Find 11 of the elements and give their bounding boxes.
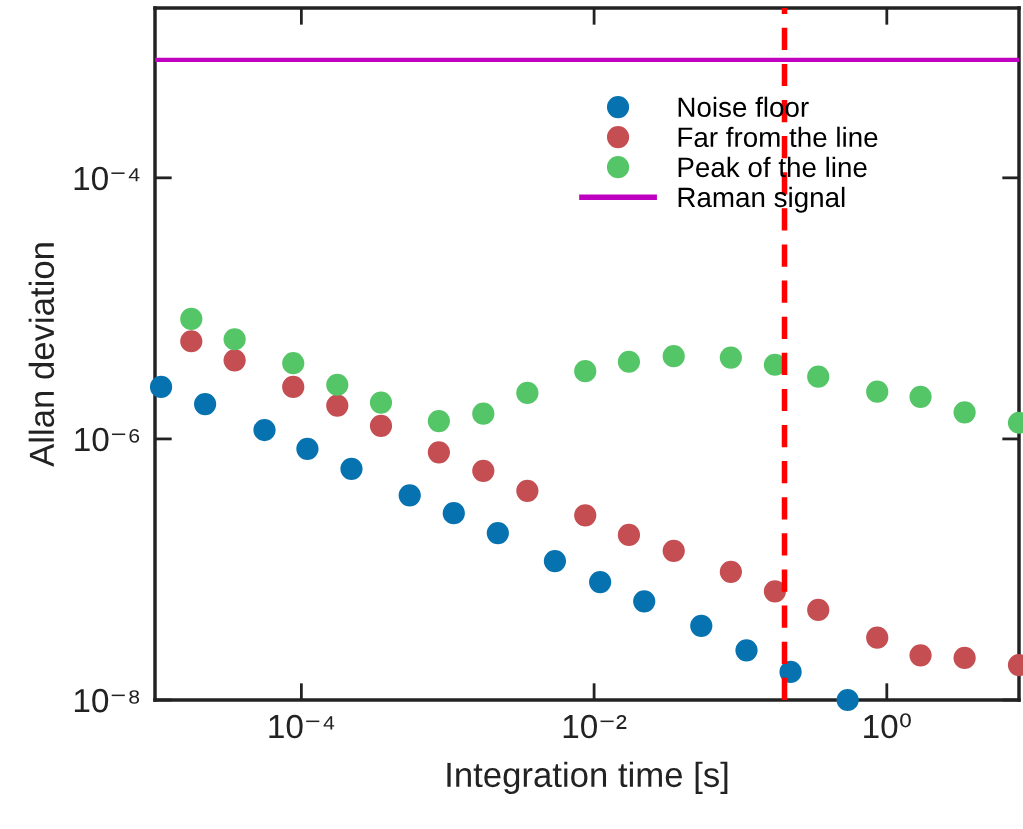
- x-tick-label: 10⁻²: [563, 714, 627, 739]
- y-axis-title: Allan deviation: [28, 243, 55, 467]
- legend-label: Far from the line: [678, 126, 878, 148]
- x-tick-label: 10⁻⁴: [269, 714, 335, 739]
- y-tick-label: 10⁻⁶: [75, 427, 140, 452]
- x-axis-title: Integration time [s]: [447, 761, 728, 794]
- y-tick-label: 10⁻⁴: [74, 166, 140, 191]
- x-tick-label: 10⁰: [864, 713, 911, 739]
- legend-label: Raman signal: [678, 186, 845, 213]
- legend-label: Peak of the line: [678, 156, 867, 178]
- y-tick-label: 10⁻⁸: [74, 688, 140, 713]
